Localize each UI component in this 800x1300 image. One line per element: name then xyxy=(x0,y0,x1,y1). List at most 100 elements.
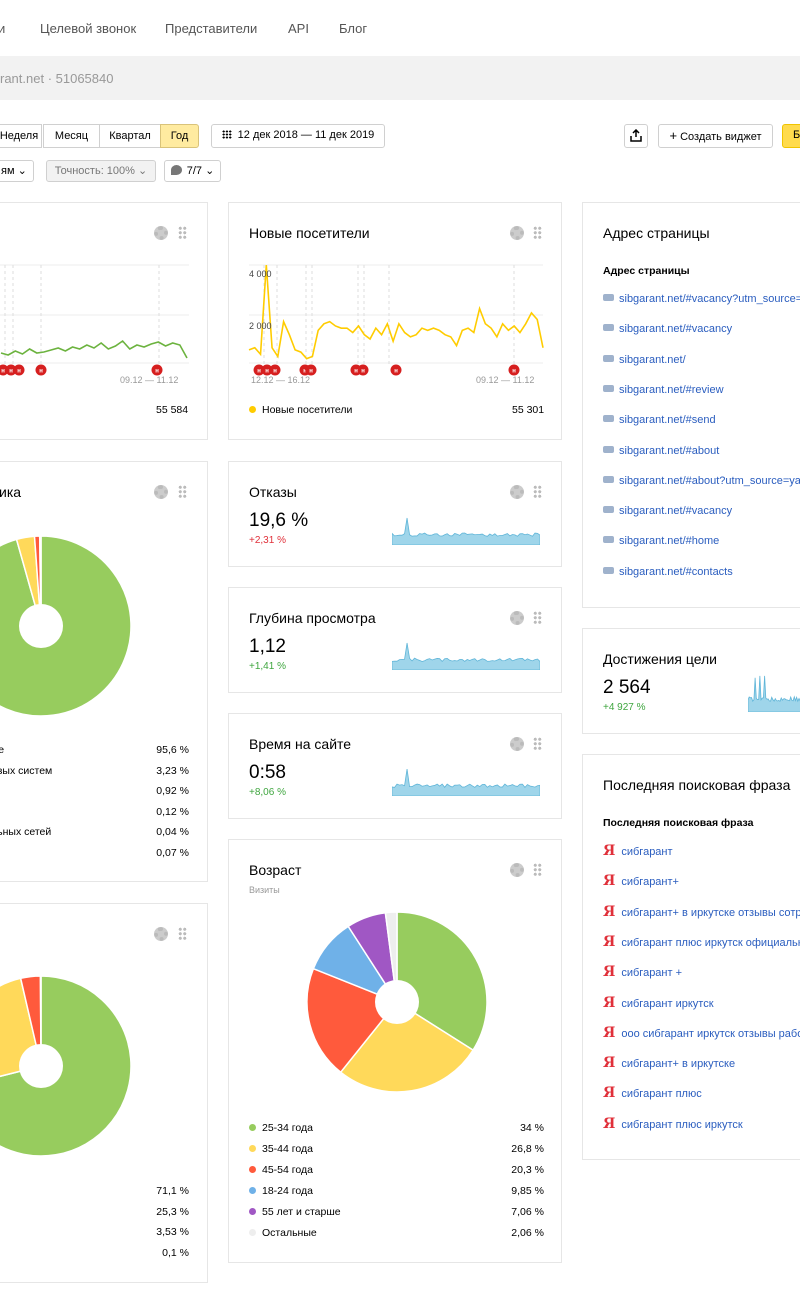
series-line[interactable] xyxy=(0,339,188,359)
event-marker-icon[interactable]: н xyxy=(269,364,281,376)
page-link-label: sibgarant.net/ xyxy=(619,353,686,366)
page-link[interactable]: sibgarant.net/#vacancy?utm_source= xyxy=(603,293,800,305)
nav-item-representatives[interactable]: Представители xyxy=(165,21,258,36)
drag-handle-icon[interactable] xyxy=(178,927,187,941)
pie-slice[interactable] xyxy=(339,1001,475,1093)
event-marker-icon[interactable]: н xyxy=(508,364,520,376)
table-header: Последняя поисковая фраза xyxy=(603,817,754,829)
event-marker-icon[interactable]: н xyxy=(5,364,17,376)
gear-icon[interactable] xyxy=(510,737,524,751)
page-link[interactable]: sibgarant.net/#vacancy xyxy=(603,505,732,517)
y-tick-label: 2 000 xyxy=(249,321,272,331)
sparkline-area xyxy=(748,675,800,712)
event-marker-icon[interactable]: н xyxy=(151,364,163,376)
drag-handle-icon[interactable] xyxy=(178,485,187,499)
gear-icon[interactable] xyxy=(154,226,168,240)
period-week[interactable]: Неделя xyxy=(0,124,42,148)
page-link-label: sibgarant.net/#home xyxy=(619,535,720,548)
table-header: Адрес страницы xyxy=(603,265,690,277)
traffic-pie-chart xyxy=(0,536,132,717)
nav-item-target-call[interactable]: Целевой звонок xyxy=(40,21,137,36)
event-marker-icon[interactable]: н xyxy=(357,364,369,376)
event-marker-icon[interactable]: н xyxy=(35,364,47,376)
gear-icon[interactable] xyxy=(510,863,524,877)
pie-slice[interactable] xyxy=(384,912,398,1003)
drag-handle-icon[interactable] xyxy=(533,737,542,751)
sparkline-chart xyxy=(748,675,800,712)
create-widget-button[interactable]: + Создать виджет xyxy=(658,124,773,148)
event-marker-icon[interactable]: н xyxy=(390,364,402,376)
page-link[interactable]: sibgarant.net/#review xyxy=(603,384,724,396)
legend-value: 7,06 % xyxy=(511,1206,544,1218)
page-link[interactable]: sibgarant.net/ xyxy=(603,354,686,366)
event-marker-icon[interactable]: н xyxy=(305,364,317,376)
series-line[interactable] xyxy=(248,264,544,360)
page-link[interactable]: sibgarant.net/#contacts xyxy=(603,566,733,578)
yandex-icon: Я xyxy=(603,873,616,890)
pie-hole xyxy=(375,980,419,1024)
top-nav: и Целевой звонок Представители API Блог xyxy=(0,0,800,56)
yandex-icon: Я xyxy=(603,1115,616,1132)
drag-handle-icon[interactable] xyxy=(533,611,542,625)
pie-hole xyxy=(19,1044,63,1088)
sparkline-area xyxy=(392,768,540,796)
search-phrase-label: сибгарант xyxy=(621,846,673,858)
nav-item-partial[interactable]: и xyxy=(0,21,6,36)
page-link-label: sibgarant.net/#review xyxy=(619,383,724,396)
favicon-icon xyxy=(603,415,614,423)
gear-icon[interactable] xyxy=(510,485,524,499)
pie-slice[interactable] xyxy=(0,976,132,1157)
page-link-label: sibgarant.net/#vacancy?utm_source= xyxy=(619,293,800,305)
event-marker-icon[interactable]: н xyxy=(13,364,25,376)
date-range-button[interactable]: 12 дек 2018 — 11 дек 2019 xyxy=(211,124,385,148)
share-button[interactable] xyxy=(624,124,648,148)
grouping-select[interactable]: ям ⌄ xyxy=(0,160,34,182)
period-year[interactable]: Год xyxy=(160,124,199,148)
page-link[interactable]: sibgarant.net/#about xyxy=(603,445,719,457)
drag-handle-icon[interactable] xyxy=(178,226,187,240)
gear-icon[interactable] xyxy=(510,226,524,240)
page-link[interactable]: sibgarant.net/#home xyxy=(603,535,719,547)
drag-handle-icon[interactable] xyxy=(533,226,542,240)
gear-icon[interactable] xyxy=(154,485,168,499)
period-month[interactable]: Месяц xyxy=(43,124,100,148)
period-quarter[interactable]: Квартал xyxy=(99,124,161,148)
gear-icon[interactable] xyxy=(154,927,168,941)
page-link[interactable]: sibgarant.net/#vacancy xyxy=(603,323,732,335)
plus-icon: + xyxy=(669,128,678,143)
yellow-action-button[interactable]: Б xyxy=(782,124,800,148)
pie-slice[interactable] xyxy=(0,536,132,717)
accuracy-select[interactable]: Точность: 100% ⌄ xyxy=(46,160,156,182)
event-marker-icon[interactable]: н xyxy=(261,364,273,376)
svg-text:н: н xyxy=(265,369,269,375)
nav-item-blog[interactable]: Блог xyxy=(339,21,368,36)
card-devices: 71,1 % 25,3 % 3,53 % 0,1 % xyxy=(0,903,208,1283)
event-marker-icon[interactable]: н xyxy=(253,364,265,376)
legend-value: 20,3 % xyxy=(511,1164,544,1176)
drag-handle-icon[interactable] xyxy=(533,485,542,499)
pie-slice[interactable] xyxy=(306,967,399,1074)
legend-item: 35-44 года xyxy=(249,1143,313,1155)
svg-text:н: н xyxy=(512,369,516,375)
pie-slice[interactable] xyxy=(39,976,42,1067)
page-link[interactable]: sibgarant.net/#send xyxy=(603,414,716,426)
comments-button[interactable]: 7/7 ⌄ xyxy=(164,160,221,182)
page-link[interactable]: sibgarant.net/#about?utm_source=ya xyxy=(603,475,800,487)
gear-icon[interactable] xyxy=(510,611,524,625)
nav-item-api[interactable]: API xyxy=(288,21,309,36)
drag-handle-icon[interactable] xyxy=(533,863,542,877)
site-bar: rant.net · 51065840 xyxy=(0,56,800,100)
